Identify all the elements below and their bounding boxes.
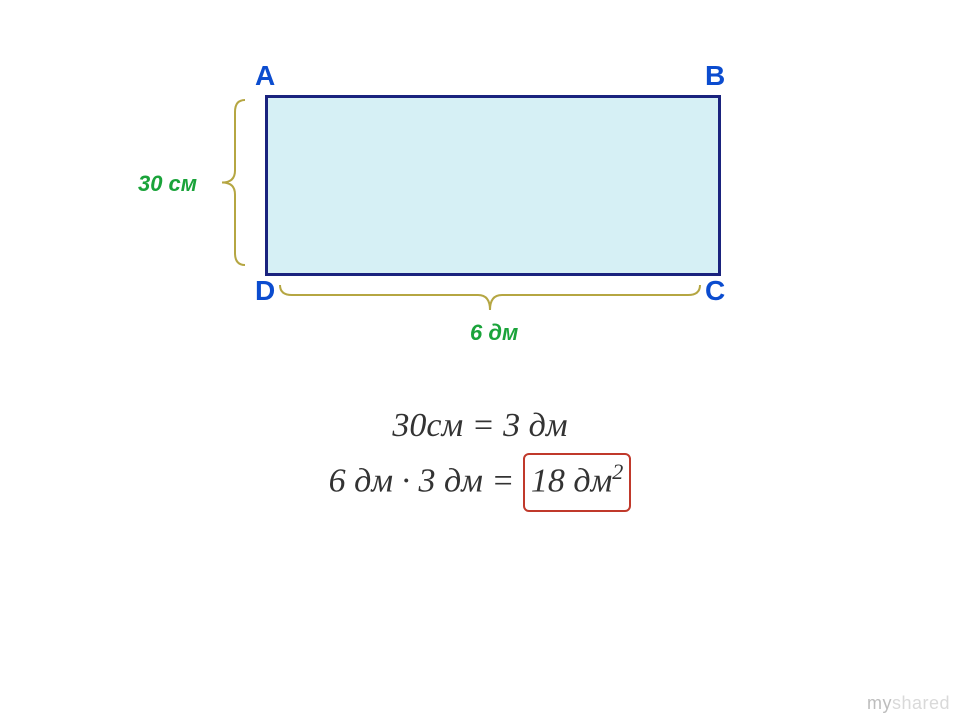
watermark-part1: my	[867, 693, 892, 713]
answer-value: 18 дм	[531, 462, 612, 499]
formula-line-2: 6 дм · 3 дм = 18 дм2	[0, 453, 960, 512]
watermark-part2: shared	[892, 693, 950, 713]
formula-block: 30см = 3 дм 6 дм · 3 дм = 18 дм2	[0, 400, 960, 512]
formula-line-2-lhs: 6 дм · 3 дм =	[329, 462, 523, 499]
left-brace	[217, 95, 255, 270]
bottom-brace	[275, 280, 705, 320]
vertex-C: C	[705, 275, 725, 307]
vertex-B: B	[705, 60, 725, 92]
watermark: myshared	[867, 693, 950, 714]
bottom-dimension-label: 6 дм	[470, 320, 518, 346]
formula-line-1: 30см = 3 дм	[0, 400, 960, 453]
vertex-D: D	[255, 275, 275, 307]
answer-exponent: 2	[612, 459, 623, 484]
vertex-A: A	[255, 60, 275, 92]
geometry-diagram: A B C D 30 см 6 дм	[130, 60, 830, 360]
formula-answer-box: 18 дм2	[523, 453, 631, 512]
left-dimension-label: 30 см	[130, 171, 205, 197]
rectangle-ABCD	[265, 95, 721, 276]
